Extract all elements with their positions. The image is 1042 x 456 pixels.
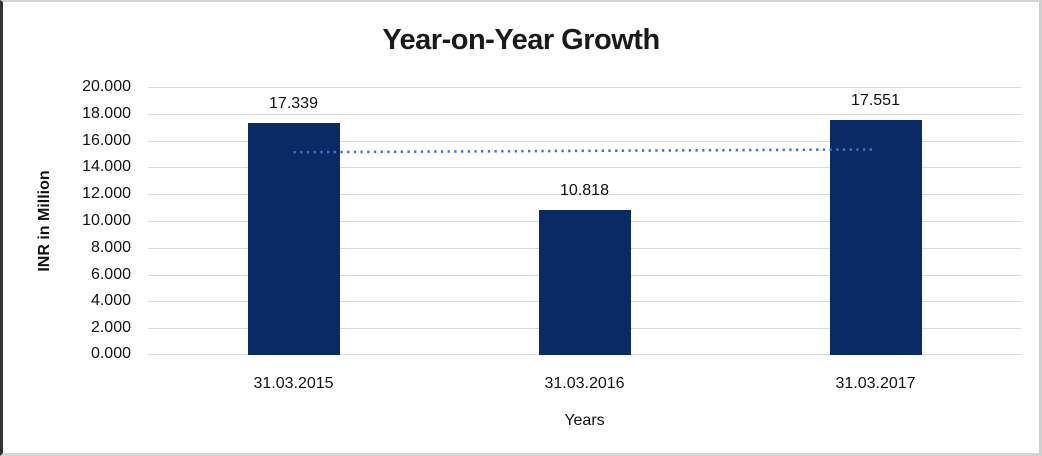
y-tick-label: 12.000 <box>82 185 131 202</box>
gridline <box>148 114 1021 115</box>
y-tick-label: 6.000 <box>90 266 131 283</box>
bar-value-label: 17.551 <box>851 91 900 109</box>
trendline-svg <box>293 148 876 154</box>
bar <box>829 119 922 355</box>
plot-area: 17.339 10.818 17.551 <box>148 87 1021 355</box>
y-tick-label: 4.000 <box>90 292 131 309</box>
bar <box>538 210 631 355</box>
y-tick-label: 10.000 <box>82 212 131 229</box>
gridline <box>148 167 1021 168</box>
gridline <box>148 141 1021 142</box>
y-tick-label: 0.000 <box>90 345 131 362</box>
y-tick-label: 14.000 <box>82 158 131 175</box>
gridline <box>148 87 1021 88</box>
x-category-label: 31.03.2015 <box>253 375 334 392</box>
bar-value-label: 10.818 <box>560 182 609 200</box>
y-tick-label: 18.000 <box>82 105 131 122</box>
gridline <box>148 194 1021 195</box>
chart-title: Year-on-Year Growth <box>382 24 660 56</box>
y-axis-ticks: 0.000 2.000 4.000 6.000 8.000 10.000 12.000 14.… <box>3 2 131 453</box>
y-tick-label: 16.000 <box>82 132 131 149</box>
x-category-label: 31.03.2017 <box>835 375 916 392</box>
y-tick-label: 8.000 <box>90 239 131 256</box>
y-tick-label: 20.000 <box>82 78 131 95</box>
x-axis-title: Years <box>564 412 605 429</box>
y-tick-label: 2.000 <box>90 319 131 336</box>
trendline <box>293 148 876 154</box>
x-axis-labels: 31.03.2015 31.03.2016 31.03.2017 <box>148 375 1021 395</box>
bar-value-label: 17.339 <box>269 94 318 112</box>
bar <box>247 122 340 355</box>
x-category-label: 31.03.2016 <box>544 375 625 392</box>
